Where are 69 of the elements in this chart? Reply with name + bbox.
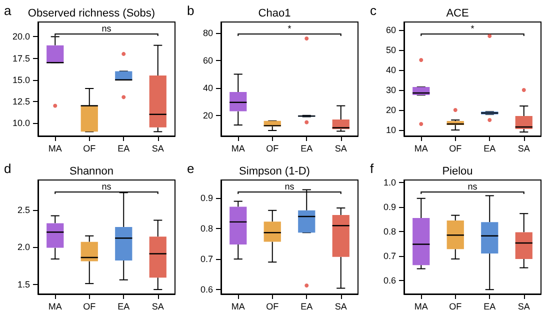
y-tick-label: 10.0 <box>12 118 30 128</box>
y-tick-label: 0.8 <box>200 224 213 234</box>
x-tick-label: MA <box>231 302 245 312</box>
y-tick-label: 0.9 <box>383 202 396 212</box>
y-tick-label: 0.9 <box>200 193 213 204</box>
x-tick-label: MA <box>414 144 428 154</box>
x-tick-label: SA <box>518 144 530 154</box>
text: a <box>4 3 12 18</box>
y-tick-label: 2.5 <box>17 204 30 215</box>
y-tick-label: 1.5 <box>17 279 30 290</box>
x-tick-label: EA <box>300 302 313 312</box>
x-tick-label: MA <box>48 302 62 312</box>
text: e <box>187 161 194 176</box>
y-tick-label: 80 <box>202 28 213 38</box>
text: f <box>370 161 374 176</box>
text: b <box>187 3 194 18</box>
x-tick-label: OF <box>266 302 280 312</box>
x-tick-label: SA <box>152 302 164 312</box>
text: d <box>4 161 12 176</box>
y-tick-label: 20.0 <box>12 32 30 42</box>
annotation: * <box>470 24 475 34</box>
x-tick-label: MA <box>231 144 245 154</box>
chart-title: Simpson (1-D) <box>239 166 310 178</box>
chart-title: Shannon <box>69 166 114 178</box>
annotation: ns <box>102 24 112 34</box>
y-tick-label: 0.7 <box>200 254 213 264</box>
y-tick-label: 60 <box>386 25 396 35</box>
x-tick-label: MA <box>414 302 428 312</box>
y-tick-label: 60 <box>202 55 213 66</box>
annotation: * <box>288 24 292 34</box>
y-tick-label: 1.0 <box>383 177 396 188</box>
x-tick-label: EA <box>300 144 313 154</box>
x-tick-label: OF <box>449 302 462 312</box>
y-tick-label: 15.0 <box>12 74 30 85</box>
y-tick-label: 2.0 <box>17 242 30 252</box>
chart-title: Chao1 <box>258 8 291 20</box>
text: c <box>370 3 377 18</box>
x-tick-label: SA <box>334 302 347 312</box>
x-tick-label: SA <box>518 302 530 312</box>
x-tick-label: EA <box>118 302 130 312</box>
x-tick-label: MA <box>48 144 62 154</box>
x-tick-label: OF <box>83 144 96 154</box>
x-tick-label: EA <box>484 144 496 154</box>
x-tick-label: EA <box>118 144 130 154</box>
y-tick-label: 40 <box>386 65 396 75</box>
x-tick-label: EA <box>484 302 496 312</box>
chart-title: Observed richness (Sobs) <box>28 8 156 20</box>
chart-title: Pielou <box>442 166 473 178</box>
y-tick-label: 50 <box>386 45 396 55</box>
x-tick-label: OF <box>83 302 96 312</box>
y-tick-label: 20 <box>386 105 396 115</box>
y-tick-label: 40 <box>202 82 213 93</box>
annotation: ns <box>284 182 295 192</box>
y-tick-label: 10 <box>386 125 396 135</box>
y-tick-label: 0.7 <box>383 251 396 261</box>
y-tick-label: 0.6 <box>383 276 396 286</box>
x-tick-label: SA <box>334 144 347 154</box>
y-tick-label: 30 <box>386 85 396 95</box>
x-tick-label: SA <box>152 144 164 154</box>
y-tick-label: 12.5 <box>12 96 30 106</box>
chart-title: ACE <box>446 8 469 20</box>
y-tick-label: 17.5 <box>12 53 30 64</box>
annotation: ns <box>468 182 478 192</box>
y-tick-label: 0.6 <box>200 284 213 294</box>
y-tick-label: 0.8 <box>383 226 396 236</box>
x-tick-label: OF <box>266 144 280 154</box>
x-tick-label: OF <box>449 144 462 154</box>
annotation: ns <box>102 182 112 192</box>
y-tick-label: 20 <box>202 110 213 120</box>
